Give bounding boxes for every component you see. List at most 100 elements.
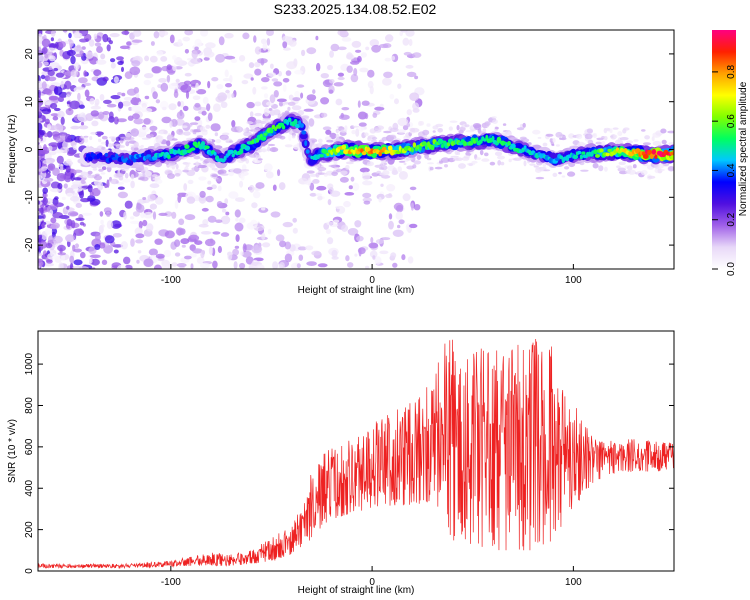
spectrogram-noise-cell <box>143 118 151 125</box>
spectrogram-halo-cell <box>202 130 208 136</box>
spectrogram-noise-cell <box>177 192 182 200</box>
spectrogram-noise-cell <box>200 250 205 259</box>
spectrogram-noise-cell <box>58 132 68 137</box>
spectrogram-halo-cell <box>199 157 204 161</box>
spectrogram-noise-cell <box>58 96 64 103</box>
spectrogram-noise-cell <box>159 30 169 36</box>
spectrogram-halo-cell <box>416 154 422 160</box>
spectrogram-noise-cell <box>38 217 41 227</box>
spectrogram-ridge-cell <box>281 125 286 130</box>
spectrogram-noise-cell <box>217 245 222 254</box>
spectrogram-noise-cell <box>138 220 143 229</box>
spectrogram-halo-cell <box>168 162 177 168</box>
spectrogram-noise-cell <box>245 256 254 265</box>
spectrogram-noise-cell <box>232 248 240 256</box>
spectrogram-noise-cell <box>171 262 178 267</box>
spectrogram-noise-cell <box>359 67 369 73</box>
spectrogram-halo-cell <box>595 141 603 145</box>
spectrogram-halo-cell <box>450 155 459 158</box>
spectrogram-halo-cell <box>429 166 434 171</box>
spectrogram-noise-cell <box>48 151 57 156</box>
spectrogram-ridge-cell <box>299 132 308 140</box>
spectrogram-noise-cell <box>273 81 283 87</box>
spectrogram-halo-cell <box>352 125 360 128</box>
spectrogram-noise-cell <box>195 82 200 91</box>
spectrogram-noise-cell <box>158 78 168 83</box>
spectrogram-noise-cell <box>254 46 262 55</box>
spectrogram-noise-cell <box>58 262 64 269</box>
spectrogram-noise-cell <box>131 39 143 43</box>
spectrogram-halo-cell <box>537 136 542 139</box>
spectrogram-halo-cell <box>292 97 301 102</box>
spectrogram-halo-cell <box>410 127 420 133</box>
spectrogram-noise-cell <box>357 55 362 63</box>
snr-y-tick-label: 400 <box>24 479 35 496</box>
spectrogram-noise-cell <box>369 39 380 47</box>
spectrogram-noise-cell <box>38 225 42 230</box>
spectrogram-halo-cell <box>243 131 253 137</box>
spectrogram-halo-cell <box>211 174 218 178</box>
spectrogram-halo-cell <box>513 157 522 161</box>
spectrogram-noise-cell <box>284 241 291 250</box>
spectrogram-ridge-cell <box>572 154 579 160</box>
spectrogram-noise-cell <box>187 179 194 185</box>
spectrogram-halo-cell <box>668 166 674 171</box>
spectrogram-halo-cell <box>628 169 636 175</box>
spectrogram-noise-cell <box>103 244 113 254</box>
spectrogram-noise-cell <box>375 239 385 244</box>
spectrogram-noise-cell <box>203 57 210 61</box>
spectrogram-noise-cell <box>206 103 211 112</box>
spectrogram-noise-cell <box>362 192 372 199</box>
spectrogram-halo-cell <box>382 170 390 176</box>
spectrogram-noise-cell <box>74 243 79 249</box>
spectrogram-noise-cell <box>139 126 150 133</box>
spectrogram-noise-cell <box>52 167 60 176</box>
spectrogram-halo-cell <box>617 131 623 137</box>
spectrogram-noise-cell <box>347 262 354 268</box>
spectrogram-ridge-cell <box>294 123 301 129</box>
spectrogram-halo-cell <box>94 175 102 181</box>
spectrogram-halo-cell <box>497 160 502 166</box>
spectrogram-noise-cell <box>72 181 82 186</box>
spectrogram-halo-cell <box>654 163 660 170</box>
spectrogram-noise-cell <box>279 240 287 248</box>
spectrogram-halo-cell <box>468 163 474 167</box>
spectrogram-noise-cell <box>102 33 109 43</box>
spectrogram-halo-cell <box>459 126 466 132</box>
spectrogram-noise-cell <box>87 184 93 193</box>
spectrogram-ridge-cell <box>293 118 298 125</box>
colorbar-tick-label: 0.2 <box>726 212 737 226</box>
spectrogram-halo-cell <box>413 160 422 165</box>
spectrogram-halo-cell <box>516 127 525 131</box>
spectrogram-noise-cell <box>48 235 54 244</box>
spectrogram-noise-cell <box>183 80 192 86</box>
spectrogram-noise-cell <box>127 115 134 121</box>
spectrogram-noise-cell <box>271 78 279 82</box>
spectrogram-halo-cell <box>464 124 470 128</box>
spectrogram-noise-cell <box>121 92 126 97</box>
spectrogram-noise-cell <box>110 58 116 63</box>
spectrogram-noise-cell <box>261 86 268 90</box>
spectrogram-noise-cell <box>352 182 360 191</box>
spectrogram-noise-cell <box>231 120 236 128</box>
spectrogram-noise-cell <box>234 222 244 232</box>
spectrogram-halo-cell <box>484 121 491 126</box>
spectrogram-halo-cell <box>213 177 219 180</box>
spectrogram-halo-cell <box>324 136 332 141</box>
spectrogram-noise-cell <box>176 111 185 120</box>
spectrogram-noise-cell <box>177 101 181 107</box>
spectrogram-noise-cell <box>47 123 51 131</box>
spectrogram-noise-cell <box>43 61 49 66</box>
spectrogram-noise-cell <box>168 103 177 111</box>
spectrogram-halo-cell <box>508 131 512 137</box>
spectrogram-noise-cell <box>380 237 391 241</box>
spectrogram-noise-cell <box>113 76 119 84</box>
spectrogram-noise-cell <box>80 180 86 184</box>
spectrogram-halo-cell <box>535 176 545 180</box>
spectrogram-noise-cell <box>370 237 374 244</box>
spectrogram-halo-cell <box>340 170 348 176</box>
spectrogram-halo-cell <box>389 127 399 132</box>
spectrogram-noise-cell <box>69 255 75 264</box>
spectrogram-ridge-cell <box>213 151 217 156</box>
spectrogram-noise-cell <box>322 126 332 131</box>
